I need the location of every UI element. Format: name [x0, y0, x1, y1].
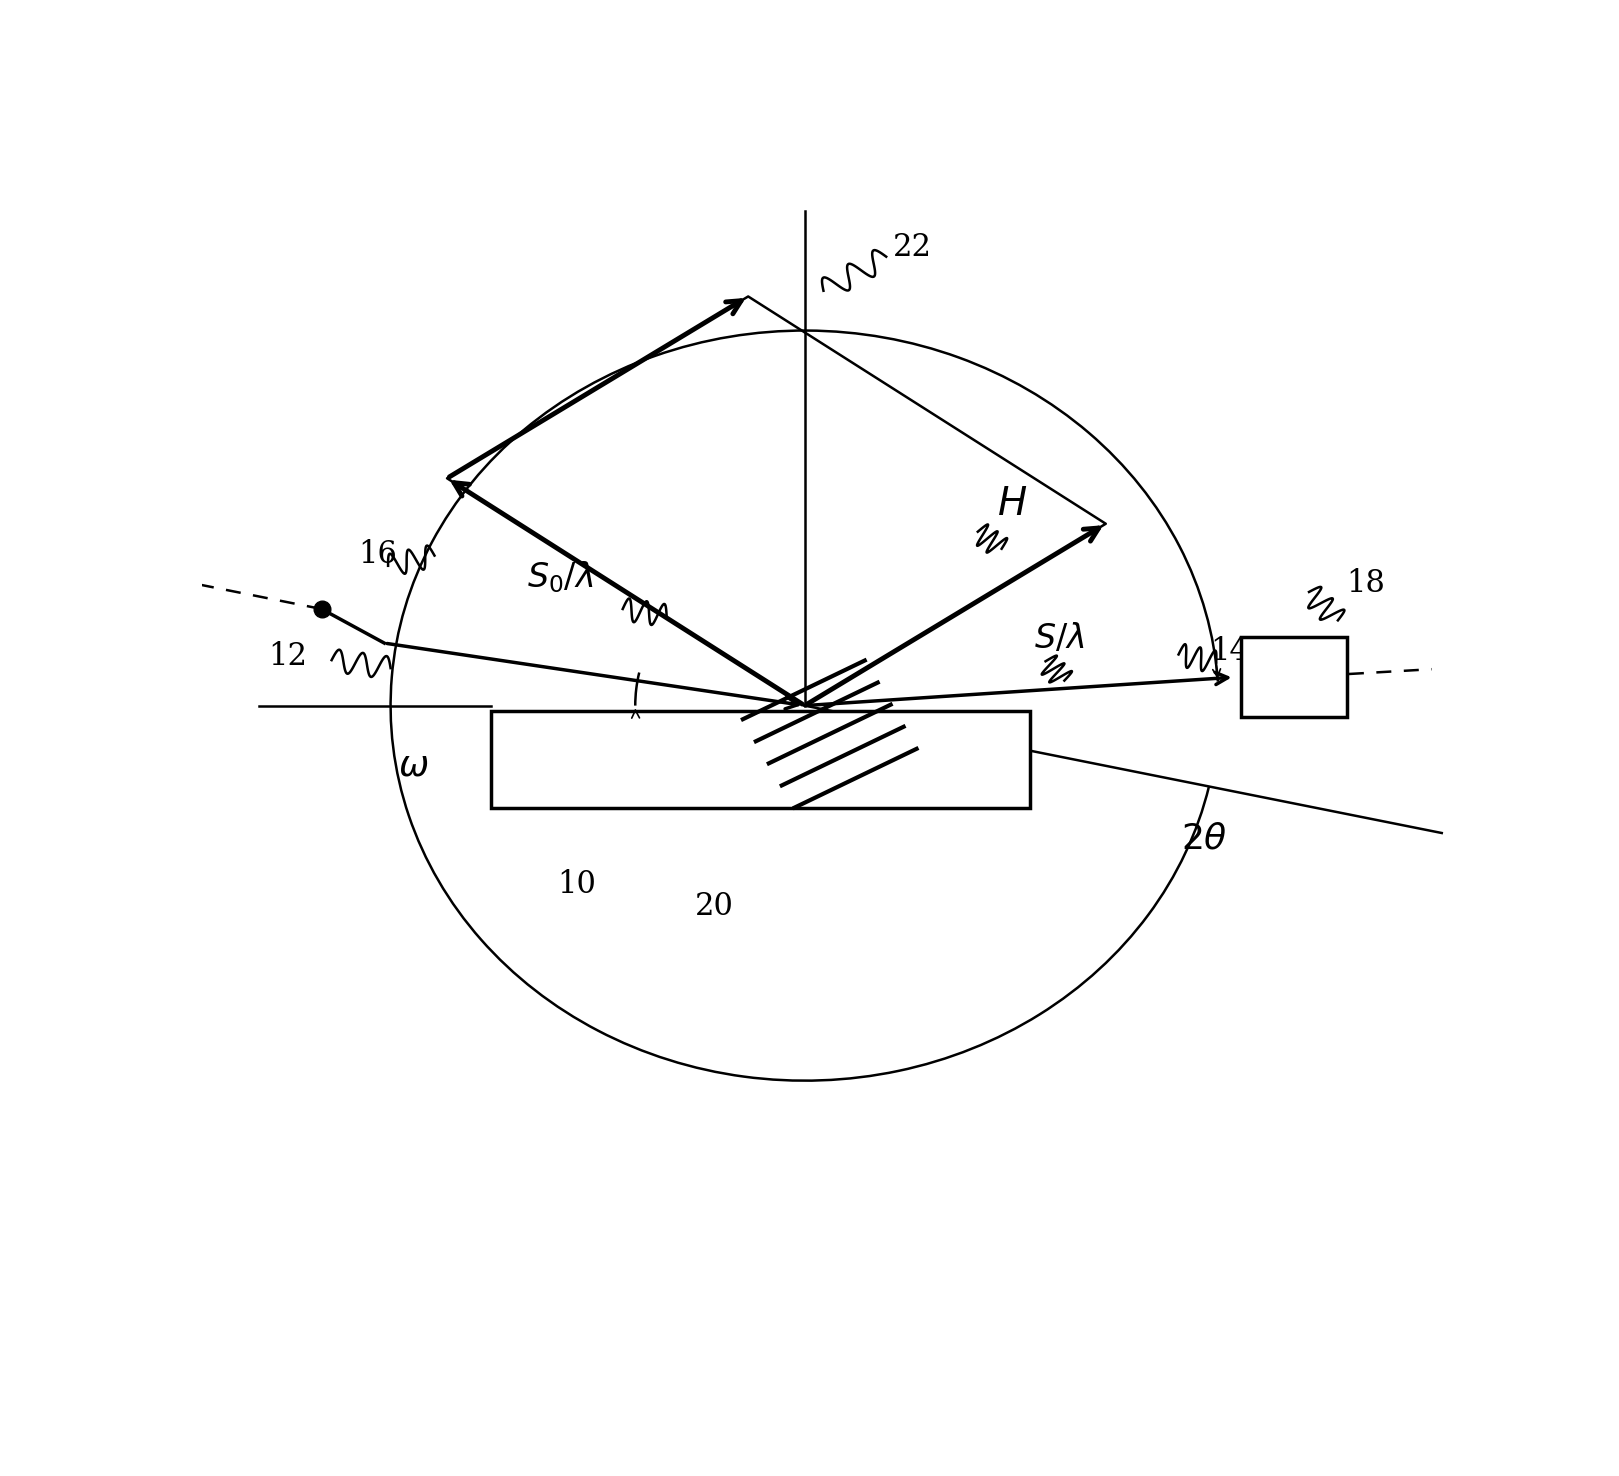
- Text: 16: 16: [358, 539, 398, 570]
- Text: $H$: $H$: [997, 486, 1026, 523]
- Bar: [491, 711, 1030, 807]
- Bar: [1240, 638, 1347, 717]
- Text: $S/\lambda$: $S/\lambda$: [1035, 621, 1085, 655]
- Text: 14: 14: [1209, 636, 1248, 667]
- Text: 12: 12: [269, 641, 308, 672]
- Text: $\omega$: $\omega$: [398, 748, 429, 782]
- Text: $S_0/\lambda$: $S_0/\lambda$: [526, 559, 593, 595]
- Text: 20: 20: [695, 892, 733, 922]
- Text: 18: 18: [1347, 568, 1386, 599]
- Text: $2\theta$: $2\theta$: [1182, 822, 1227, 856]
- Text: 10: 10: [557, 868, 596, 899]
- Text: 22: 22: [892, 232, 931, 263]
